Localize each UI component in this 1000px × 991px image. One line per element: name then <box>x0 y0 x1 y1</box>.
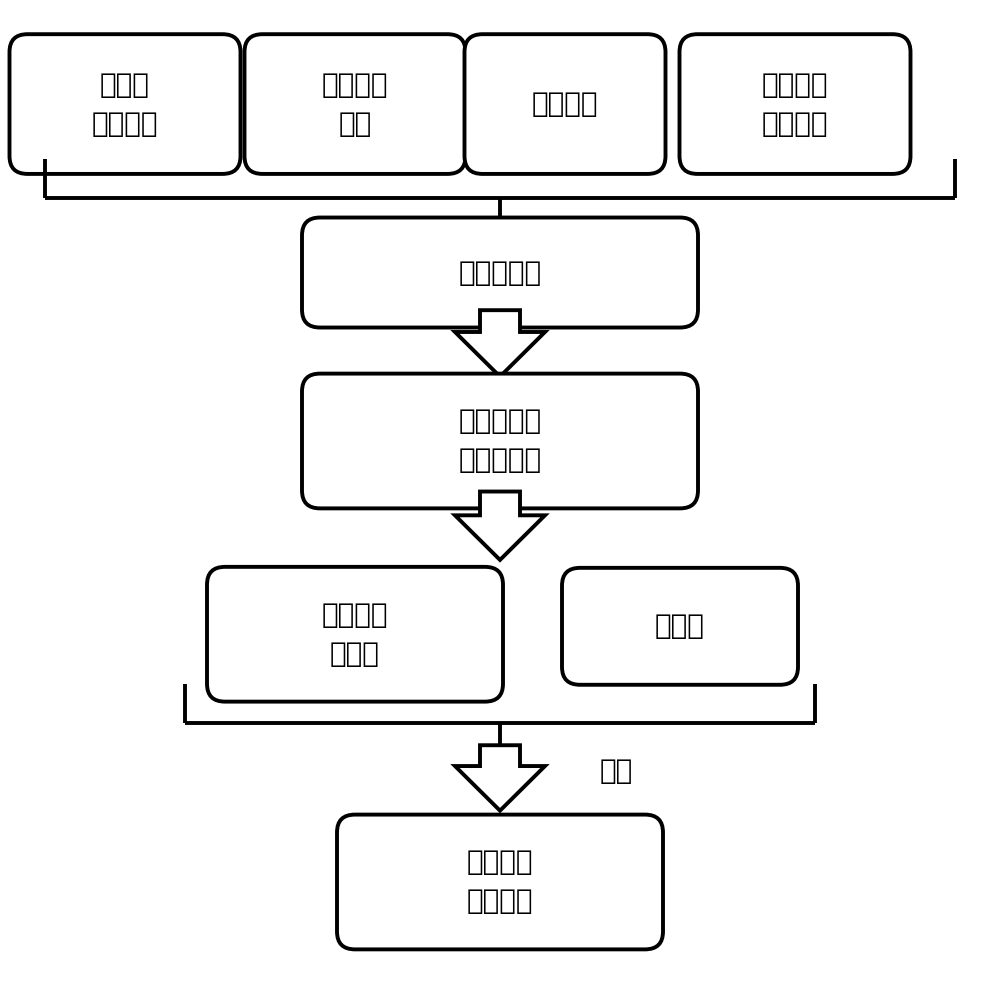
Text: 陈化、清洗
干燥、过筛: 陈化、清洗 干燥、过筛 <box>458 407 542 475</box>
FancyBboxPatch shape <box>9 34 241 174</box>
Polygon shape <box>455 492 545 560</box>
FancyBboxPatch shape <box>337 815 663 949</box>
Text: 掺杂金属
离子溶液: 掺杂金属 离子溶液 <box>762 70 828 138</box>
Text: 原位掺杂
前驱体: 原位掺杂 前驱体 <box>322 601 388 668</box>
Text: 氨水溶液: 氨水溶液 <box>532 90 598 118</box>
Polygon shape <box>455 310 545 377</box>
FancyBboxPatch shape <box>464 34 666 174</box>
FancyBboxPatch shape <box>302 374 698 508</box>
FancyBboxPatch shape <box>244 34 465 174</box>
FancyBboxPatch shape <box>562 568 798 685</box>
Text: 共沉淀反应: 共沉淀反应 <box>458 259 542 286</box>
Polygon shape <box>455 745 545 811</box>
FancyBboxPatch shape <box>207 567 503 702</box>
Text: 氢氧化钠
溶液: 氢氧化钠 溶液 <box>322 70 388 138</box>
Text: 碳酸锂: 碳酸锂 <box>655 612 705 640</box>
Text: 煅烧: 煅烧 <box>600 757 633 785</box>
FancyBboxPatch shape <box>302 218 698 327</box>
Text: 阳离子
混合溶液: 阳离子 混合溶液 <box>92 70 158 138</box>
FancyBboxPatch shape <box>680 34 910 174</box>
Text: 原位掺杂
正极材料: 原位掺杂 正极材料 <box>467 848 533 916</box>
